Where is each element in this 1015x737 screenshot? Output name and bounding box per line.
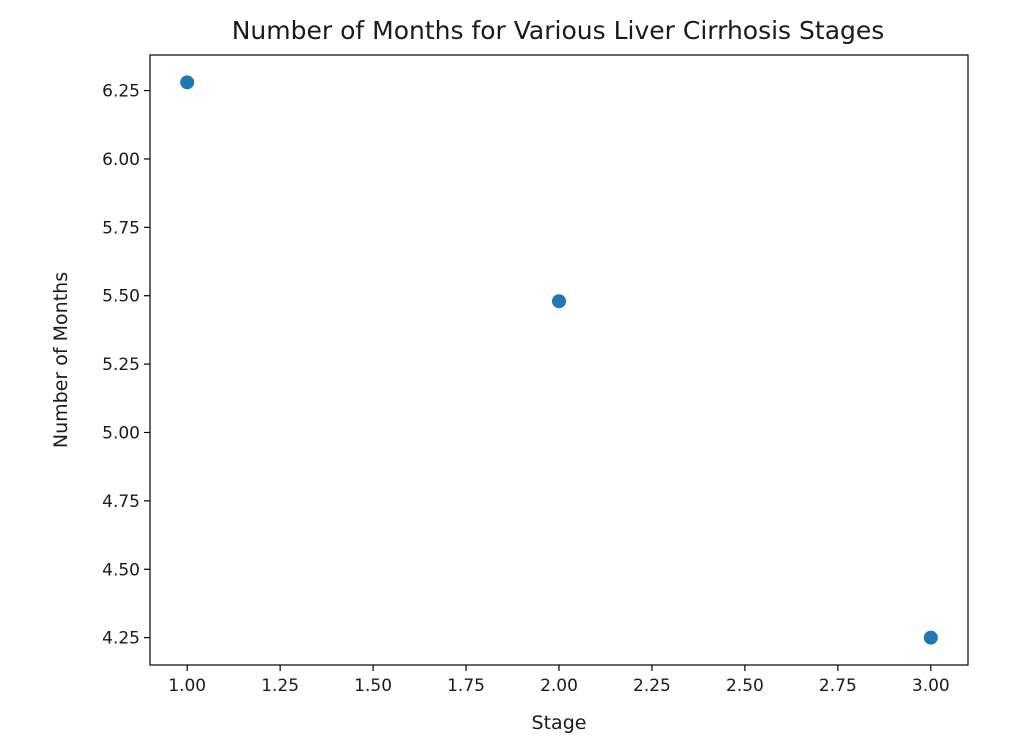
y-tick-label: 4.75 bbox=[102, 492, 140, 512]
x-tick-label: 1.00 bbox=[168, 676, 206, 696]
y-axis-ticks: 4.25 4.50 4.75 5.00 5.25 5.50 5.75 6.00 6.25 bbox=[102, 82, 150, 649]
x-axis-label: Stage bbox=[532, 712, 587, 733]
x-tick-label: 1.25 bbox=[261, 676, 299, 696]
y-tick-label: 6.25 bbox=[102, 82, 140, 102]
x-tick-label: 2.00 bbox=[540, 676, 578, 696]
data-point bbox=[552, 294, 566, 309]
x-tick-label: 1.50 bbox=[354, 676, 392, 696]
x-tick-label: 2.25 bbox=[633, 676, 671, 696]
y-tick-label: 4.50 bbox=[102, 560, 140, 580]
y-tick-label: 5.00 bbox=[102, 423, 140, 443]
y-axis-label: Number of Months bbox=[50, 272, 72, 448]
y-tick-label: 6.00 bbox=[102, 150, 140, 170]
chart-title: Number of Months for Various Liver Cirrh… bbox=[232, 16, 885, 45]
x-tick-label: 1.75 bbox=[447, 676, 485, 696]
plot-area-frame bbox=[149, 54, 969, 666]
y-tick-label: 5.50 bbox=[102, 287, 140, 307]
data-point bbox=[180, 75, 195, 90]
x-tick-label: 3.00 bbox=[912, 676, 950, 696]
x-axis-ticks: 1.00 1.25 1.50 1.75 2.00 2.25 2.50 2.75 3.00 bbox=[168, 665, 950, 696]
y-tick-label: 5.75 bbox=[102, 218, 140, 238]
x-tick-label: 2.50 bbox=[726, 676, 764, 696]
y-tick-label: 4.25 bbox=[102, 629, 140, 649]
y-tick-label: 5.25 bbox=[102, 355, 140, 375]
data-points bbox=[180, 75, 938, 645]
x-tick-label: 2.75 bbox=[819, 676, 857, 696]
data-point bbox=[923, 630, 938, 645]
